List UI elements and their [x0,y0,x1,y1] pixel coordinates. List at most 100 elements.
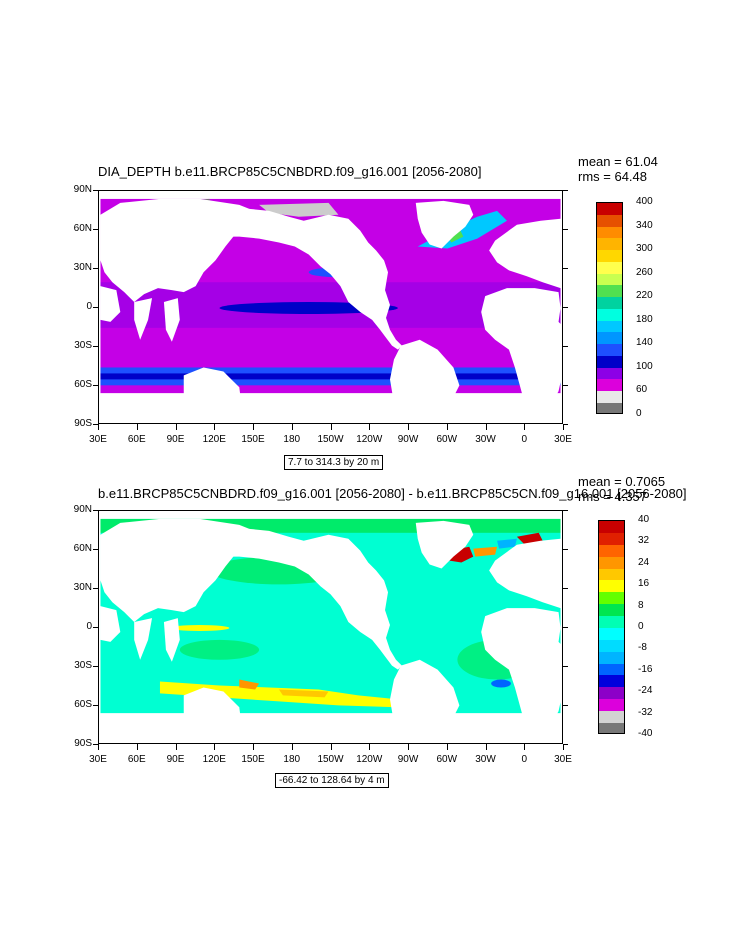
top-colorbar-box [597,273,622,286]
bottom-map [98,510,563,744]
bottom-colorbar-box [599,580,624,593]
top-colorbar-box [597,214,622,227]
bottom-x-tick [408,744,409,750]
bottom-x-tick-label: 60E [127,754,146,765]
top-colorbar-box [597,344,622,356]
top-x-tick-label: 180 [283,434,301,445]
bottom-y-tick-right [563,627,568,628]
top-colorbar-label: 140 [636,337,653,349]
top-y-tick [93,190,98,191]
bottom-y-tick-right [563,744,568,745]
top-y-tick-label: 60S [74,379,92,390]
top-x-tick [175,424,177,430]
bottom-y-tick-right [563,549,568,550]
top-x-tick [98,424,99,430]
bottom-so-orange1 [239,679,260,690]
bottom-x-tick-label: 60W [436,754,458,765]
bottom-y-tick [93,510,98,511]
bottom-colorbar-label: 0 [638,621,644,632]
top-range-info: 7.7 to 314.3 by 20 m [284,455,384,470]
bottom-colorbar-label: -24 [638,685,653,697]
bottom-colorbar-label: 16 [638,578,650,590]
bottom-colorbar-box [599,556,624,569]
bottom-y-tick-label: 30S [74,660,92,671]
bottom-x-tick [524,744,526,750]
top-x-tick-label: 0 [521,434,528,445]
top-x-tick [253,424,254,430]
top-y-tick-right [563,190,568,191]
top-y-tick [93,268,98,269]
bottom-y-tick-label: 60S [74,699,92,710]
bottom-x-tick [98,744,99,750]
top-y-tick [93,307,98,308]
bottom-colorbar-label: 40 [638,514,650,525]
top-y-tick-label: 30S [74,340,92,351]
top-x-tick-label: 150W [317,434,344,445]
bottom-x-tick [563,744,564,750]
bottom-x-tick-label: 0 [521,754,528,765]
top-y-tick-label: 90S [74,418,92,429]
bottom-x-tick [369,744,371,750]
top-map [98,190,563,424]
bottom-mean-label: mean = 0.7065 [578,474,666,489]
top-colorbar-box [597,261,622,274]
bottom-y-tick [93,744,98,745]
bottom-y-tick-right [563,705,568,706]
bottom-x-tick-label: 180 [283,754,301,765]
bottom-x-tick-label: 150W [317,754,344,765]
top-y-tick-right [563,424,568,425]
bottom-rms-label: rms = 4.357 [578,489,648,504]
top-x-tick-label: 120E [202,434,226,445]
top-y-tick-right [563,307,568,308]
bottom-colorbar-box [599,675,624,688]
bottom-colorbar-box [599,722,624,733]
bottom-natl-blue [497,538,517,549]
bottom-x-tick [291,744,293,750]
bottom-colorbar-box [599,521,624,533]
bottom-so-orange2 [278,689,329,698]
bottom-colorbar-box [599,687,624,700]
bottom-y-tick-label: 90N [73,504,92,515]
bottom-plot-title: b.e11.BRCP85C5CNBDRD.f09_g16.001 [2056-2… [98,486,687,501]
top-arctic-grey [259,202,339,217]
bottom-colorbar-label: -32 [638,706,653,718]
top-colorbar-box [597,226,622,239]
bottom-map-canvas [100,511,562,743]
bottom-x-tick-label: 90W [397,754,419,765]
top-y-tick [93,346,98,347]
top-x-tick-label: 90E [166,434,185,445]
top-x-tick [524,424,526,430]
top-x-tick [330,424,332,430]
top-colorbar-box [597,250,622,262]
top-x-tick-label: 30E [89,434,107,445]
top-colorbar-label: 300 [636,243,653,255]
top-colorbar-box [597,285,622,298]
bottom-colorbar-box [599,544,624,557]
top-y-tick-right [563,268,568,269]
bottom-y-tick-right [563,666,568,667]
bottom-colorbar-box [599,592,624,605]
top-mean-label: mean = 61.04 [578,154,658,169]
bottom-x-tick-label: 120W [356,754,383,765]
top-colorbar-label: 60 [636,384,648,396]
bottom-y-tick-right [563,588,568,589]
top-y-tick [93,424,98,425]
bottom-range-info: -66.42 to 128.64 by 4 m [275,773,389,788]
bottom-panel: mean = 0.7065 rms = 4.357 b.e11.BRCP85C5… [0,472,733,792]
top-plot-title: DIA_DEPTH b.e11.BRCP85C5CNBDRD.f09_g16.0… [98,164,482,179]
top-colorbar-box [597,355,622,368]
top-colorbar-label: 340 [636,219,653,231]
bottom-eq-yellow [169,625,230,631]
bottom-colorbar-box [599,532,624,545]
bottom-colorbar-label: 8 [638,599,644,611]
top-y-tick-label: 90N [73,184,92,195]
top-x-tick-label: 90W [397,434,419,445]
top-y-tick-label: 30N [73,262,92,273]
bottom-colorbar-box [599,604,624,616]
top-x-tick-label: 30E [554,434,572,445]
bottom-colorbar-box [599,651,624,664]
top-x-tick [214,424,216,430]
top-colorbar-box [597,379,622,392]
top-x-tick-label: 30W [475,434,496,445]
bottom-colorbar-box [599,663,624,676]
